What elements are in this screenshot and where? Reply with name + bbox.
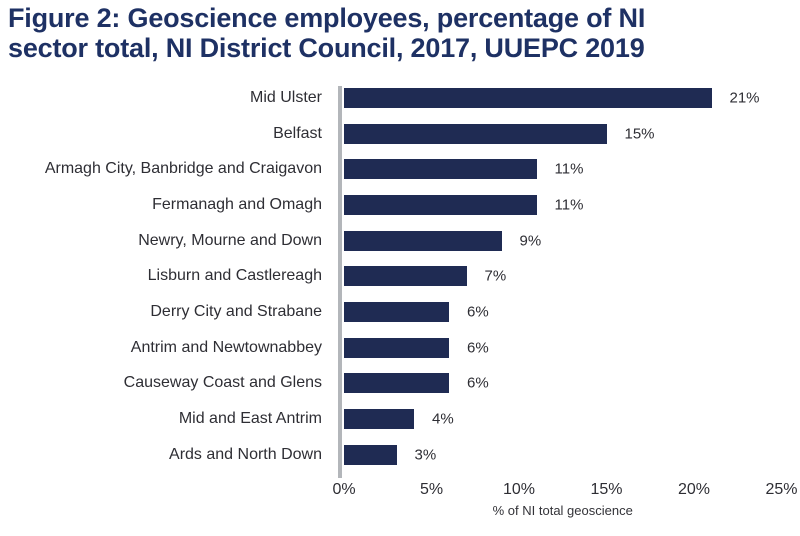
- bar: [344, 230, 502, 251]
- value-label: 9%: [519, 232, 542, 250]
- category-label: Mid Ulster: [249, 88, 322, 106]
- bar-row: Mid Ulster 21%: [0, 80, 800, 116]
- bar-area: 6%: [344, 294, 782, 330]
- category-label: Fermanagh and Omagh: [152, 195, 322, 213]
- value-label: 21%: [729, 89, 760, 107]
- value-label: 4%: [432, 410, 454, 428]
- bar-row: Belfast 15%: [0, 116, 800, 152]
- x-tick-label: 0%: [332, 480, 356, 498]
- bar-area: 11%: [344, 151, 782, 187]
- chart-title: Figure 2: Geoscience employees, percenta…: [0, 0, 800, 63]
- category-label: Armagh City, Banbridge and Craigavon: [44, 160, 322, 178]
- x-axis-ticks: 0% 5% 10% 15% 20% 25%: [332, 480, 797, 499]
- category-label: Derry City and Strabane: [150, 302, 322, 320]
- bar-chart: Mid Ulster 21% Belfast 15% Armagh City, Banb…: [0, 80, 800, 518]
- bar-row: Armagh City, Banbridge and Craigavon 11%: [0, 151, 800, 187]
- bar-rows: Mid Ulster 21% Belfast 15% Armagh City, Banb…: [0, 80, 800, 473]
- x-tick-label: 10%: [502, 480, 536, 498]
- bar: [344, 123, 607, 144]
- bar: [344, 444, 397, 465]
- value-label: 7%: [484, 267, 507, 285]
- value-label: 15%: [624, 125, 655, 143]
- bar-row: Causeway Coast and Glens 6%: [0, 366, 800, 402]
- bar-area: 7%: [344, 258, 782, 294]
- category-label: Causeway Coast and Glens: [123, 374, 322, 392]
- value-label: 11%: [554, 160, 584, 178]
- value-label: 6%: [467, 303, 489, 321]
- chart-title-line-1: Figure 2: Geoscience employees, percenta…: [8, 3, 646, 33]
- value-label: 6%: [467, 339, 489, 357]
- bar-area: 11%: [344, 187, 782, 223]
- bar-row: Ards and North Down 3%: [0, 437, 800, 473]
- bar-row: Antrim and Newtownabbey 6%: [0, 330, 800, 366]
- bar: [344, 194, 537, 215]
- bar-row: Mid and East Antrim 4%: [0, 401, 800, 437]
- category-label: Lisburn and Castlereagh: [147, 267, 322, 285]
- category-label: Mid and East Antrim: [178, 410, 322, 428]
- x-tick-label: 5%: [419, 480, 444, 498]
- bar-area: 4%: [344, 401, 782, 437]
- category-label: Antrim and Newtownabbey: [130, 338, 322, 356]
- bar-area: 6%: [344, 330, 782, 366]
- y-axis-line: [338, 86, 342, 478]
- value-label: 3%: [414, 446, 437, 464]
- bar: [344, 373, 449, 394]
- bar-area: 9%: [344, 223, 782, 259]
- bar: [344, 87, 712, 108]
- bar-row: Derry City and Strabane 6%: [0, 294, 800, 330]
- bar-row: Lisburn and Castlereagh 7%: [0, 258, 800, 294]
- bar: [344, 266, 467, 287]
- bar-row: Fermanagh and Omagh 11%: [0, 187, 800, 223]
- category-label: Newry, Mourne and Down: [138, 231, 322, 249]
- value-label: 11%: [554, 196, 584, 214]
- bar: [344, 159, 537, 180]
- x-axis-label: % of NI total geoscience: [492, 502, 633, 518]
- bar: [344, 409, 414, 430]
- bar-area: 21%: [344, 80, 782, 116]
- bar: [344, 301, 449, 322]
- bar-area: 6%: [344, 366, 782, 402]
- bar-area: 3%: [344, 437, 782, 473]
- category-label: Belfast: [273, 124, 322, 142]
- x-tick-label: 20%: [677, 480, 711, 498]
- bar-row: Newry, Mourne and Down 9%: [0, 223, 800, 259]
- bar-area: 15%: [344, 116, 782, 152]
- x-tick-label: 15%: [590, 480, 623, 498]
- chart-title-line-2: sector total, NI District Council, 2017,…: [8, 33, 645, 63]
- bar: [344, 337, 449, 358]
- category-label: Ards and North Down: [169, 445, 322, 463]
- value-label: 6%: [467, 374, 489, 392]
- x-tick-label: 25%: [765, 480, 798, 498]
